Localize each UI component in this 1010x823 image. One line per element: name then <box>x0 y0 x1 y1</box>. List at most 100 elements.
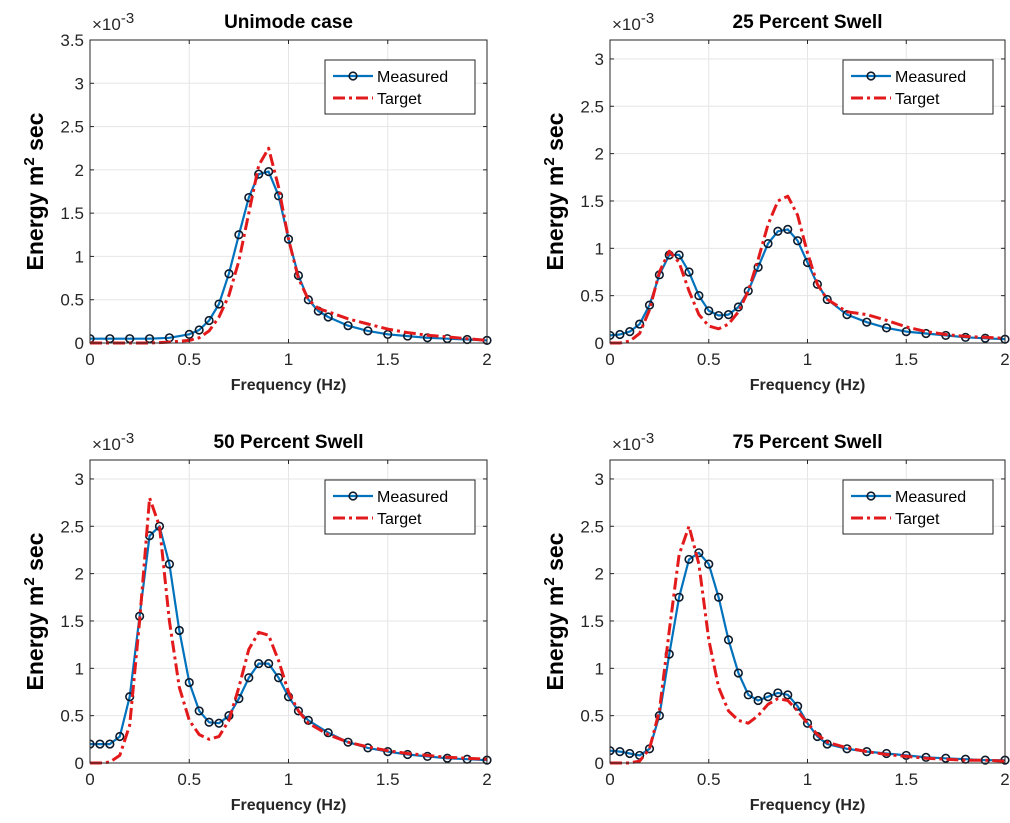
data-point-measured <box>674 250 684 260</box>
data-point-measured <box>293 706 304 716</box>
x-tick-label: 2 <box>1000 350 1009 369</box>
x-tick-label: 0.5 <box>177 770 201 789</box>
data-point-measured <box>714 310 724 321</box>
data-point-measured <box>214 718 224 728</box>
y-axis-label-tail: sec <box>542 532 568 577</box>
y-axis-label: Energy m2 sec <box>21 112 48 270</box>
x-tick-label: 1 <box>284 350 293 369</box>
y-exponent-power: -3 <box>641 10 654 27</box>
x-axis-label: Frequency (Hz) <box>750 797 866 814</box>
y-tick-label: 0.5 <box>60 291 84 310</box>
data-point-measured <box>234 230 244 240</box>
x-tick-label: 1 <box>803 350 812 369</box>
y-tick-label: 1 <box>595 239 604 258</box>
y-tick-label: 2 <box>75 161 84 180</box>
data-point-measured <box>684 267 694 277</box>
legend-box <box>324 59 476 115</box>
legend-marker <box>866 491 876 501</box>
data-point-measured <box>105 334 115 344</box>
x-tick-label: 2 <box>1000 770 1009 789</box>
y-tick-label: 2 <box>595 565 604 584</box>
data-point-measured <box>244 673 254 683</box>
data-point-measured <box>273 673 284 683</box>
y-axis-label-sup: 2 <box>541 157 558 165</box>
y-exponent-label: ×10-3 <box>92 10 134 34</box>
data-point-measured <box>704 559 714 569</box>
data-point-measured <box>383 747 393 757</box>
y-tick-label: 1.5 <box>580 192 604 211</box>
legend-marker <box>348 491 358 501</box>
data-point-measured <box>293 270 304 281</box>
data-point-measured <box>254 658 264 669</box>
data-point-measured <box>753 695 763 706</box>
chart-panel: 0 0.5 1 1.5 2 0 0.5 1 1.5 2 2.5 3 ×10-3 50 Percent Sw… <box>21 430 492 814</box>
y-tick-label: 1 <box>595 659 604 678</box>
data-point-measured <box>714 592 724 602</box>
data-point-measured <box>842 309 852 320</box>
legend-label-measured: Measured <box>377 489 448 506</box>
chart-title: Unimode case <box>224 12 353 33</box>
y-tick-label: 0 <box>595 754 604 773</box>
legend-label-measured: Measured <box>895 69 966 86</box>
y-exponent-base: ×10 <box>612 435 641 454</box>
data-point-measured <box>881 323 892 333</box>
data-point-measured <box>763 692 773 702</box>
series-group <box>610 524 1010 765</box>
data-point-measured <box>793 236 803 246</box>
legend: Measured Target <box>842 479 994 535</box>
chart-panel: 0 0.5 1 1.5 2 0 0.5 1 1.5 2 2.5 3 ×10-3 75 Percent Sw… <box>541 430 1010 814</box>
data-point-measured <box>793 701 803 711</box>
legend-label-target: Target <box>377 511 422 528</box>
data-point-measured <box>184 677 194 688</box>
data-point-measured <box>783 224 793 234</box>
data-point-measured <box>363 326 373 336</box>
legend-box <box>842 59 994 115</box>
y-axis-label-main: Energy m <box>22 586 48 691</box>
chart-title: 25 Percent Swell <box>733 12 883 33</box>
data-point-measured <box>625 748 635 759</box>
data-point-measured <box>783 690 793 700</box>
data-point-measured <box>283 234 294 244</box>
data-point-measured <box>194 325 204 335</box>
x-tick-label: 1 <box>803 770 812 789</box>
y-exponent-power: -3 <box>121 430 134 447</box>
x-tick-label: 0.5 <box>697 770 721 789</box>
x-tick-label: 1.5 <box>376 350 400 369</box>
y-tick-label: 0.5 <box>580 707 604 726</box>
y-tick-label: 2.5 <box>580 517 604 536</box>
data-point-measured <box>323 312 333 322</box>
y-exponent-label: ×10-3 <box>612 430 654 454</box>
series-group <box>90 496 492 765</box>
data-point-measured <box>901 327 911 337</box>
series-line-target <box>90 146 488 345</box>
x-tick-label: 1 <box>284 770 293 789</box>
x-tick-label: 0.5 <box>177 350 201 369</box>
data-point-measured <box>625 327 635 337</box>
data-point-measured <box>980 755 990 765</box>
y-tick-label: 2.5 <box>60 517 84 536</box>
legend: Measured Target <box>842 59 994 115</box>
data-point-measured <box>343 737 353 747</box>
y-tick-label: 3 <box>75 470 84 489</box>
y-axis-label-main: Energy m <box>22 166 48 271</box>
series-line-measured <box>90 170 488 342</box>
chart-panel: 0 0.5 1 1.5 2 0 0.5 1 1.5 2 2.5 3 ×10-3 25 Percent Sw… <box>541 10 1010 394</box>
series-group <box>610 194 1010 345</box>
series-line-target <box>90 496 488 765</box>
data-point-measured <box>723 635 734 645</box>
y-tick-label: 2.5 <box>60 118 84 137</box>
y-axis-label-tail: sec <box>22 112 48 157</box>
data-point-measured <box>273 191 284 201</box>
y-tick-label: 1.5 <box>60 204 84 223</box>
y-tick-label: 1 <box>75 247 84 266</box>
y-axis-label-main: Energy m <box>542 586 568 691</box>
y-tick-label: 1 <box>75 659 84 678</box>
y-axis-label: Energy m2 sec <box>541 112 568 270</box>
y-exponent-label: ×10-3 <box>92 430 134 454</box>
data-point-measured <box>753 262 763 272</box>
data-point-measured <box>773 226 783 236</box>
y-axis-label: Energy m2 sec <box>541 532 568 690</box>
x-tick-label: 1.5 <box>894 770 918 789</box>
series-line-target <box>610 194 1006 345</box>
data-point-measured <box>90 334 95 344</box>
